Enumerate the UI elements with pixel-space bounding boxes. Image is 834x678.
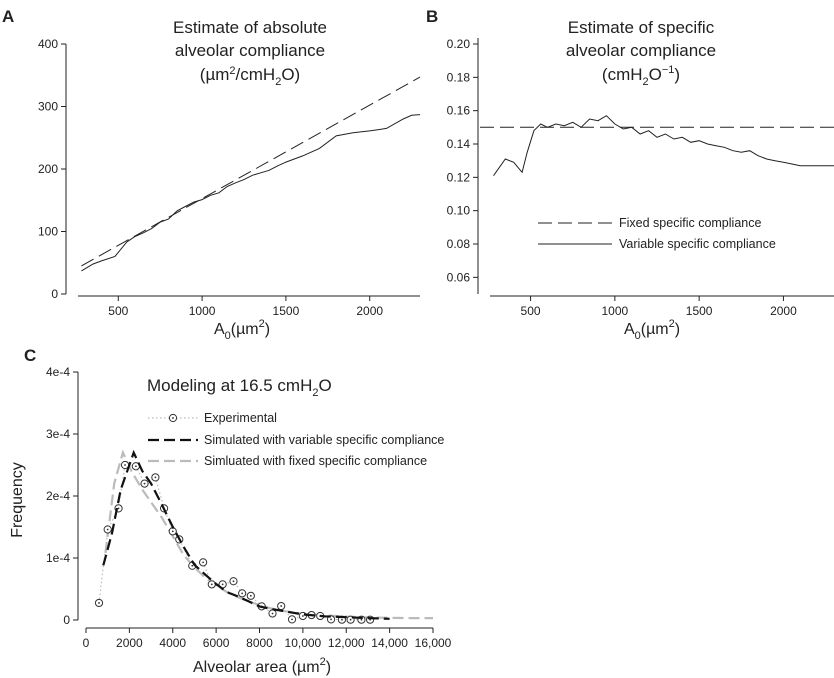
panel-c-experimental-point-dot [143,482,146,485]
panel-c-experimental-point-dot [154,476,157,479]
panel-c-experimental-point-dot [349,618,352,621]
panel-c-axes: 0 2000 4000 6000 8000 10,000 12,000 14,000 16,00… [46,365,452,650]
panel-a-axes: 500 1000 1500 2000 0 100 200 300 400 [38,37,420,318]
panel-c-experimental-point-dot [341,618,343,621]
panel-a-y-tick-label: 400 [38,37,58,51]
panel-b-y-tick-label: 0.20 [447,37,471,51]
legend-label-fixed-sim: Simluated with fixed specific compliance [204,454,427,468]
panel-c-title: Modeling at 16.5 cmH2O [147,376,332,399]
panel-c-x-axis-label: Alveolar area (µm2) [193,656,331,676]
legend-label-variable: Variable specific compliance [619,237,776,251]
panel-c-y-tick-label: 2e-4 [46,489,70,503]
panel-a-x-tick-label: 1000 [189,304,216,318]
panel-c-x-tick-label: 0 [83,636,90,650]
panel-c: C Modeling at 16.5 cmH2O 0 2000 4000 6000 80… [9,346,452,676]
panel-a-title-line-1: Estimate of absolute [173,18,327,37]
panel-a-series-solid-line [81,114,421,272]
panel-b-x-tick-label: 1500 [686,304,713,318]
panel-c-y-axis-label: Frequency [9,462,26,538]
panel-a-y-tick-label: 0 [51,287,58,301]
panel-b-x-tick-label: 500 [521,304,541,318]
panel-c-x-tick-label: 12,000 [328,636,365,650]
panel-letter-b: B [426,7,438,26]
panel-c-x-tick-label: 2000 [116,636,143,650]
panel-b-x-tick-label: 2000 [770,304,797,318]
panel-c-experimental-point-dot [191,564,194,567]
panel-c-experimental-point-dot [117,507,120,510]
panel-b-x-tick-label: 1000 [602,304,629,318]
panel-b: B Estimate of specific alveolar complian… [426,7,834,342]
panel-c-experimental-point-dot [291,618,293,621]
panel-c-x-tick-label: 8000 [246,636,273,650]
panel-c-experimental-point-dot [106,528,109,531]
panel-b-y-tick-label: 0.06 [447,270,471,284]
panel-a-series [81,76,421,272]
panel-b-y-tick-label: 0.12 [447,170,471,184]
panel-c-experimental-point-dot [171,530,174,533]
legend-label-fixed: Fixed specific compliance [619,216,761,230]
panel-letter-a: A [2,7,14,26]
panel-b-title-line-2: alveolar compliance [566,41,716,60]
panel-c-experimental-point-dot [221,583,224,586]
panel-c-experimental-point-dot [271,612,274,615]
panel-c-experimental-point-dot [249,594,252,597]
panel-b-title-line-1: Estimate of specific [568,18,715,37]
panel-b-y-tick-label: 0.08 [447,237,471,251]
panel-b-series [480,115,834,176]
panel-c-experimental-point-dot [280,605,283,607]
panel-a-title-unit: (µm2/cmH2O) [200,65,300,88]
panel-b-axes: 500 1000 1500 2000 0.06 0.08 0.10 0.12 0.14 0.16 0… [447,37,834,318]
panel-a-series-dashed-line [81,76,421,267]
panel-a-y-tick-label: 200 [38,162,58,176]
panel-c-series-variable-sim-line [102,449,390,620]
panel-b-y-tick-label: 0.16 [447,104,471,118]
panel-c-experimental-point-dot [241,592,244,595]
panel-letter-c: C [24,346,36,365]
panel-a-y-tick-label: 300 [38,100,58,114]
panel-b-title-unit: (cmH2O−1) [602,64,680,88]
panel-a-title-line-2: alveolar compliance [175,41,325,60]
panel-c-y-tick-label: 0 [63,613,70,627]
panel-c-y-tick-label: 4e-4 [46,365,70,379]
panel-c-experimental-point-dot [330,618,332,621]
panel-c-legend: Experimental Simulated with variable spe… [148,411,444,468]
panel-b-x-axis-label: A0(µm2) [624,318,680,342]
legend-marker-experimental [168,413,178,423]
panel-c-experimental-point-dot [202,561,205,564]
panel-c-x-tick-label: 4000 [159,636,186,650]
panel-b-legend: Fixed specific compliance Variable speci… [538,216,776,251]
panel-c-experimental-point-dot [232,580,235,583]
panel-c-series-experimental-line [98,464,371,621]
panel-b-y-tick-label: 0.18 [447,70,471,84]
panel-c-x-tick-label: 16,000 [415,636,452,650]
panel-c-experimental-point-dot [210,583,213,586]
panel-c-y-tick-label: 3e-4 [46,427,70,441]
panel-c-experimental-point-dot [301,615,304,617]
panel-a: A Estimate of absolute alveolar complian… [2,7,421,342]
panel-c-x-tick-label: 6000 [203,636,230,650]
panel-b-y-tick-label: 0.14 [447,137,471,151]
panel-c-experimental-point-dot [124,464,126,466]
panel-c-y-tick-label: 1e-4 [46,551,70,565]
panel-b-y-tick-label: 0.10 [447,204,471,218]
panel-b-series-solid-line [493,115,834,176]
panel-c-series [94,449,433,624]
legend-marker-dot-experimental [172,417,174,419]
panel-c-x-tick-label: 14,000 [371,636,408,650]
panel-a-x-tick-label: 2000 [356,304,383,318]
panel-c-experimental-point-dot [134,465,137,468]
panel-a-y-tick-label: 100 [38,225,58,239]
panel-a-x-tick-label: 500 [108,304,128,318]
legend-label-variable-sim: Simulated with variable specific complia… [204,433,444,447]
panel-c-experimental-point-dot [360,618,363,621]
panel-c-x-tick-label: 10,000 [285,636,322,650]
panel-c-experimental-point-dot [98,602,100,604]
panel-a-x-tick-label: 1500 [273,304,300,318]
panel-a-x-axis-label: A0(µm2) [214,318,270,342]
legend-label-experimental: Experimental [204,411,277,425]
